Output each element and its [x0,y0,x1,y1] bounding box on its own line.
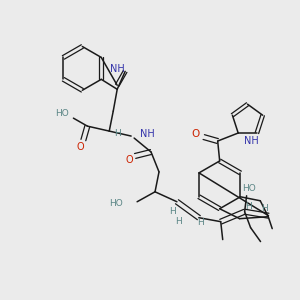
Text: NH: NH [244,136,259,146]
Text: NH: NH [110,64,124,74]
Text: O: O [125,155,133,165]
Text: HO: HO [110,199,123,208]
Text: HO: HO [242,184,256,193]
Text: NH: NH [140,129,155,139]
Text: HO: HO [55,109,68,118]
Text: H: H [114,129,121,138]
Text: H: H [176,217,182,226]
Text: H: H [245,202,252,211]
Text: H: H [261,204,268,213]
Text: O: O [192,129,200,139]
Text: H: H [197,218,204,227]
Text: H: H [169,207,176,216]
Text: O: O [76,142,84,152]
